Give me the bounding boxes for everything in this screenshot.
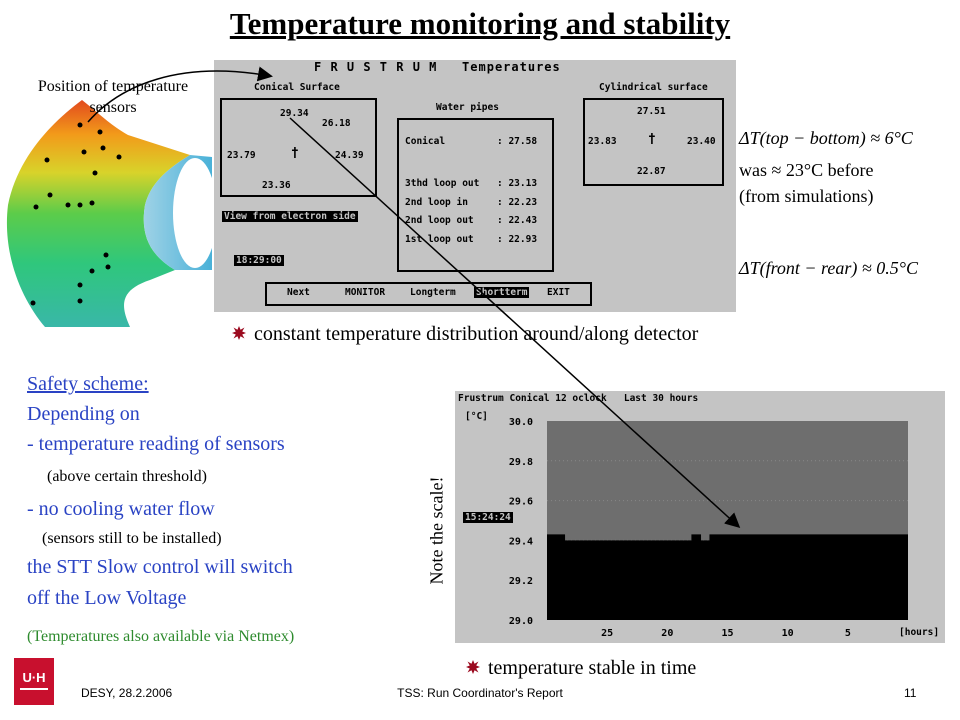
- safety-note: (sensors still to be installed): [42, 530, 222, 547]
- y-tick-label: 29.4: [509, 536, 533, 547]
- bullet-text: constant temperature distribution around…: [254, 323, 699, 345]
- cylindrical-surface-label: Cylindrical surface: [599, 82, 708, 93]
- conical-surface-box: 29.34 26.18 23.79 † 24.39 23.36: [220, 98, 377, 197]
- menu-longterm[interactable]: Longterm: [410, 287, 456, 298]
- frustrum-illustration: [6, 100, 215, 327]
- pipe-row-name: 3thd loop out: [405, 178, 480, 189]
- panel-header: F R U S T R U M Temperatures: [314, 60, 561, 74]
- x-tick-label: 10: [782, 628, 794, 639]
- pipe-row-name: 2nd loop in: [405, 197, 468, 208]
- formula-top-bottom: ΔT(top − bottom) ≈ 6°C: [739, 128, 913, 148]
- footer-page-number: 11: [904, 686, 917, 700]
- bullet-constant-distribution: constant temperature distribution around…: [232, 323, 698, 346]
- conical-top-right-value: 26.18: [322, 118, 351, 129]
- formula-simulations: (from simulations): [739, 186, 874, 206]
- page-title: Temperature monitoring and stability: [229, 6, 731, 41]
- view-label: View from electron side: [222, 211, 358, 222]
- history-chart: 30.0 29.8 29.6 29.4 29.2 29.0 25 20 15 10 5: [509, 417, 908, 639]
- graph-xlabel: [hours]: [899, 627, 940, 638]
- note-the-scale: Note the scale!: [426, 476, 447, 585]
- cylindrical-surface-box: 27.51 23.83 † 23.40 22.87: [583, 98, 724, 186]
- water-pipes-box: Conical : 27.58 3thd loop out : 23.13 2n…: [397, 118, 554, 272]
- sensor-caption-line1: Position of temperature: [37, 78, 189, 95]
- sensor-caption-line2: sensors: [89, 99, 137, 116]
- y-tick-label: 29.2: [509, 576, 533, 587]
- safety-line: off the Low Voltage: [27, 587, 187, 609]
- conical-surface-label: Conical Surface: [254, 82, 340, 93]
- safety-line: Depending on: [27, 403, 140, 425]
- pipe-row-name: 2nd loop out: [405, 215, 474, 226]
- netmex-note: (Temperatures also available via Netmex): [27, 628, 295, 645]
- cylindrical-top-value: 27.51: [637, 106, 666, 117]
- frustrum-temperature-panel: F R U S T R U M Temperatures Conical Sur…: [214, 60, 736, 312]
- bullet-icon: [466, 660, 480, 674]
- svg-text:U·H: U·H: [22, 670, 45, 685]
- y-tick-label: 29.6: [509, 497, 533, 508]
- y-tick-label: 29.8: [509, 457, 533, 468]
- bullet-icon: [232, 326, 246, 340]
- cylindrical-left-value: 23.83: [588, 136, 617, 147]
- pipe-row-value: : 22.43: [497, 215, 538, 226]
- conical-top-value: 29.34: [280, 108, 309, 119]
- bullet-text: temperature stable in time: [488, 657, 697, 679]
- pipe-row-value: : 23.13: [497, 178, 538, 189]
- conical-left-value: 23.79: [227, 150, 256, 161]
- safety-line: - temperature reading of sensors: [27, 433, 285, 455]
- safety-note: (above certain threshold): [47, 468, 207, 485]
- history-graph-panel: Frustrum Conical 12 oclock Last 30 hours…: [455, 391, 945, 643]
- uhh-logo: U·H: [14, 658, 54, 705]
- sensor-caption: Position of temperature sensors: [8, 76, 218, 118]
- x-tick-label: 20: [661, 628, 673, 639]
- cylindrical-bottom-value: 22.87: [637, 166, 666, 177]
- pipe-row-value: : 27.58: [497, 136, 538, 147]
- dagger-icon: †: [291, 146, 299, 161]
- pipe-row-value: : 22.93: [497, 234, 538, 245]
- conical-right-value: 24.39: [335, 150, 364, 161]
- menu-shortterm[interactable]: Shortterm: [474, 287, 530, 298]
- safety-line: - no cooling water flow: [27, 498, 215, 520]
- water-pipes-label: Water pipes: [436, 102, 499, 113]
- footer-title: TSS: Run Coordinator's Report: [397, 686, 563, 700]
- clock: 18:29:00: [234, 255, 284, 266]
- menu-exit[interactable]: EXIT: [547, 287, 570, 298]
- formula-front-rear: ΔT(front − rear) ≈ 0.5°C: [739, 258, 918, 278]
- dagger-icon: †: [648, 132, 656, 147]
- y-tick-label: 30.0: [509, 417, 533, 428]
- bullet-stable-in-time: temperature stable in time: [466, 657, 696, 680]
- safety-line: the STT Slow control will switch: [27, 556, 293, 578]
- x-tick-label: 25: [601, 628, 613, 639]
- x-tick-label: 15: [721, 628, 733, 639]
- menu-bar: Next MONITOR Longterm Shortterm EXIT: [265, 282, 592, 306]
- temperature-area: [547, 534, 908, 620]
- cylindrical-right-value: 23.40: [687, 136, 716, 147]
- conical-bottom-value: 23.36: [262, 180, 291, 191]
- pipe-row-name: Conical: [405, 136, 446, 147]
- pipe-row-name: 1st loop out: [405, 234, 474, 245]
- pipe-row-value: : 22.23: [497, 197, 538, 208]
- formula-before: was ≈ 23°C before: [739, 160, 874, 180]
- x-tick-label: 5: [845, 628, 851, 639]
- footer-date: DESY, 28.2.2006: [81, 686, 173, 700]
- menu-monitor[interactable]: MONITOR: [345, 287, 386, 298]
- y-tick-label: 29.0: [509, 616, 533, 627]
- menu-next[interactable]: Next: [287, 287, 310, 298]
- safety-heading: Safety scheme:: [27, 373, 149, 395]
